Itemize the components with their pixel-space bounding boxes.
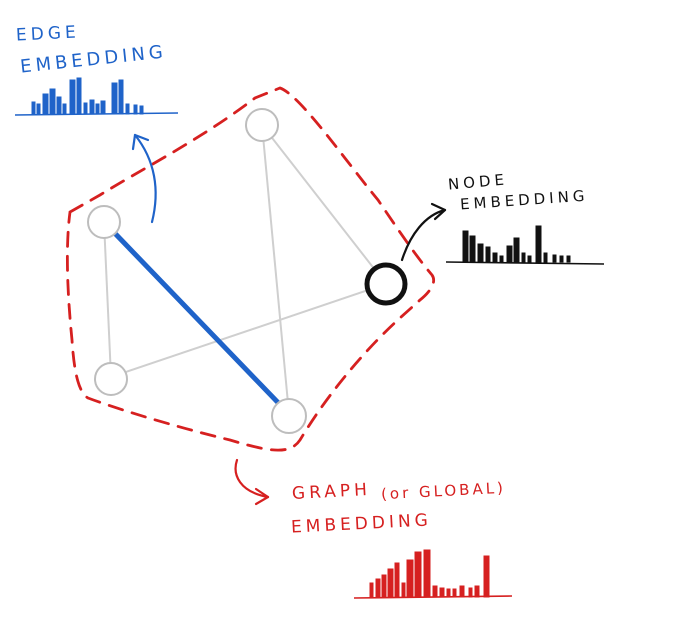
node-e <box>271 398 307 434</box>
graph-edges <box>103 124 387 415</box>
edge-bar <box>42 93 49 115</box>
graph-bar <box>446 588 451 598</box>
node-bar <box>559 255 564 263</box>
node-bar <box>462 230 469 263</box>
node-bar <box>477 243 484 263</box>
edge-bar <box>133 104 138 115</box>
node-bar <box>506 245 513 263</box>
node-bar <box>535 225 542 263</box>
edge-bar <box>95 103 100 115</box>
curved-arrow-icon <box>234 458 270 506</box>
node-bar <box>485 246 491 263</box>
edge-bar <box>100 100 106 115</box>
graph-embedding-bars <box>353 549 513 599</box>
edge-bar <box>125 103 130 115</box>
graph-bar <box>483 555 490 598</box>
graph-bar <box>394 562 400 598</box>
curved-arrow-icon <box>131 133 157 224</box>
node-bar <box>543 252 548 263</box>
node-embedding-bars <box>445 225 605 265</box>
graph-bar <box>459 585 465 598</box>
edge-embedding-bars <box>14 77 179 116</box>
edge-b-c <box>261 124 387 285</box>
edge-a-d <box>103 221 112 378</box>
edge-embedding-label-line1: EDGE <box>15 22 81 46</box>
highlighted-edge <box>101 219 292 417</box>
graph-bar <box>369 582 374 598</box>
node-bar <box>492 252 498 263</box>
edge-bar <box>69 79 76 115</box>
graph-bar <box>406 559 414 598</box>
edge-bar <box>118 79 124 115</box>
graph-bar <box>468 587 473 598</box>
node-bar <box>469 235 476 263</box>
graph-bar <box>414 551 422 598</box>
graph-bar <box>387 568 394 598</box>
node-d <box>94 362 128 396</box>
edge-bar <box>62 103 67 115</box>
edge-bar <box>31 101 36 115</box>
node-highlighted <box>364 262 408 306</box>
graph-boundary <box>66 86 436 452</box>
edge-bar <box>83 102 88 115</box>
graph-bar <box>439 587 445 598</box>
edge-bar <box>36 103 41 115</box>
node-bar <box>527 255 532 263</box>
node-a <box>87 205 121 239</box>
node-b <box>245 108 279 142</box>
edge-bar <box>139 105 144 115</box>
graph-embedding-label-line1a: GRAPH <box>291 479 372 505</box>
graph-bar <box>375 578 381 598</box>
node-bar <box>566 255 571 263</box>
graph-bar <box>474 585 480 598</box>
graph-bar <box>381 574 387 598</box>
graph-bar <box>452 588 457 598</box>
edge-b-e <box>261 124 290 415</box>
curved-arrow-icon <box>400 202 447 262</box>
edge-d-c <box>110 283 387 378</box>
graph-bar <box>401 582 406 598</box>
node-bar <box>513 237 520 263</box>
graph-bar <box>432 585 438 598</box>
edge-bar <box>49 88 56 115</box>
edge-bar <box>56 96 62 115</box>
graph-bar <box>423 549 431 598</box>
edge-bar <box>89 99 95 115</box>
node-bar <box>499 255 504 263</box>
graph-nodes <box>87 108 408 434</box>
edge-bar <box>76 77 82 115</box>
node-bar <box>521 252 526 263</box>
node-bar <box>552 254 557 263</box>
edge-bar <box>111 82 118 115</box>
